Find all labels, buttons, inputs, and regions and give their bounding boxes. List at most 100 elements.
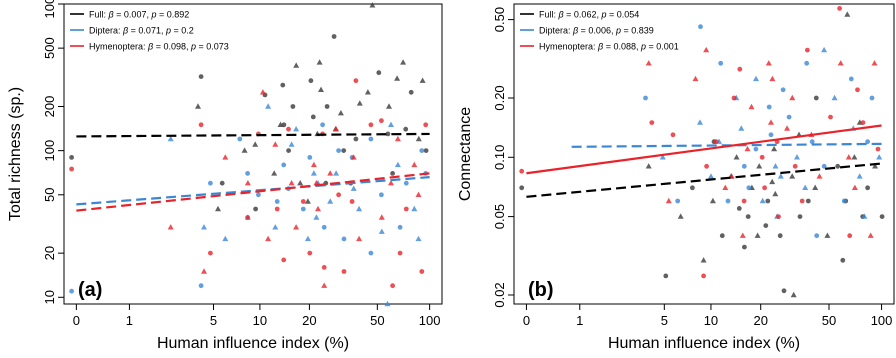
data-point	[69, 155, 74, 160]
data-point	[310, 170, 317, 176]
x-axis-title: Human influence index (%)	[608, 335, 800, 352]
data-point	[837, 5, 842, 11]
data-point	[519, 185, 525, 191]
data-point	[765, 198, 771, 204]
data-point	[384, 300, 391, 307]
data-point	[733, 154, 740, 160]
panel-b: 0 1 5 10 20 50 100 0.02 0.05 0.10 0.20 0.50 Human in…	[457, 3, 895, 352]
legend-label: Diptera: β = 0.071, p = 0.2	[89, 26, 194, 36]
data-point	[376, 70, 382, 76]
data-point	[645, 60, 652, 66]
data-point	[875, 146, 881, 152]
data-point	[293, 224, 300, 230]
data-point	[814, 233, 820, 239]
y-tick-label: 200	[42, 96, 57, 118]
data-point	[821, 163, 827, 169]
data-point	[281, 257, 287, 263]
data-point	[739, 232, 746, 238]
data-point	[812, 184, 819, 190]
panel-label: (b)	[528, 279, 554, 301]
y-tick-label: 500	[42, 37, 57, 59]
x-tick-label: 50	[370, 313, 384, 328]
data-point	[703, 46, 710, 53]
data-point	[320, 122, 325, 128]
data-point	[368, 250, 374, 256]
data-point	[253, 206, 258, 212]
data-point	[293, 126, 300, 132]
data-point	[419, 269, 425, 274]
data-point	[69, 166, 74, 172]
data-point	[741, 163, 747, 169]
data-point	[388, 121, 394, 127]
data-point	[759, 197, 766, 204]
y-tick-label: 100	[42, 140, 57, 162]
x-tick-label: 5	[661, 313, 668, 328]
data-point	[781, 288, 787, 294]
data-point	[828, 114, 833, 120]
data-point	[69, 288, 74, 294]
x-tick-label: 50	[822, 313, 836, 328]
data-point	[856, 173, 863, 179]
data-point	[333, 126, 340, 132]
data-point	[198, 122, 204, 128]
data-point	[313, 214, 320, 220]
data-point	[837, 60, 844, 66]
data-point	[821, 46, 828, 53]
plot-frame	[513, 3, 895, 305]
data-point	[649, 120, 655, 125]
data-point	[293, 62, 300, 68]
data-point	[394, 75, 401, 81]
data-point	[341, 148, 347, 154]
data-point	[816, 173, 823, 179]
data-point	[768, 132, 774, 138]
data-point	[744, 145, 751, 152]
data-point	[286, 148, 291, 154]
data-point	[403, 180, 409, 186]
data-point	[280, 82, 286, 88]
data-point	[167, 224, 174, 230]
data-point	[369, 2, 376, 8]
x-tick-label: 1	[126, 313, 133, 328]
data-point	[327, 170, 334, 176]
y-axis-title: Connectance	[457, 107, 474, 201]
data-point	[772, 190, 779, 197]
data-point	[324, 104, 330, 109]
data-point	[698, 24, 703, 30]
data-point	[804, 60, 810, 66]
data-point	[753, 75, 759, 82]
data-point	[290, 104, 296, 109]
data-point	[719, 233, 725, 239]
data-point	[237, 136, 243, 142]
data-point	[368, 136, 374, 142]
data-point	[286, 126, 291, 132]
data-point	[423, 148, 429, 154]
data-point	[777, 173, 784, 179]
data-point	[368, 122, 374, 128]
data-point	[318, 86, 324, 92]
data-point	[349, 199, 355, 204]
data-point	[378, 214, 385, 220]
legend-label: Hymenoptera: β = 0.088, p = 0.001	[539, 42, 679, 52]
data-point	[394, 161, 401, 168]
data-point	[780, 87, 786, 93]
x-tick-label: 100	[871, 313, 893, 328]
data-point	[350, 154, 357, 160]
data-point	[272, 141, 279, 147]
data-point	[219, 180, 225, 186]
data-point	[768, 119, 774, 125]
data-point	[867, 232, 874, 238]
data-point	[851, 154, 858, 160]
data-point	[385, 131, 391, 137]
data-point	[419, 77, 426, 83]
data-point	[222, 235, 229, 242]
data-point	[386, 103, 392, 109]
data-point	[403, 126, 409, 132]
y-tick-label: 0.05	[492, 204, 507, 229]
data-point	[765, 60, 772, 66]
data-point	[310, 114, 316, 120]
x-tick-label: 20	[302, 313, 316, 328]
data-point	[851, 184, 858, 190]
data-point	[766, 104, 772, 110]
data-point	[265, 235, 272, 242]
data-point	[195, 103, 201, 109]
